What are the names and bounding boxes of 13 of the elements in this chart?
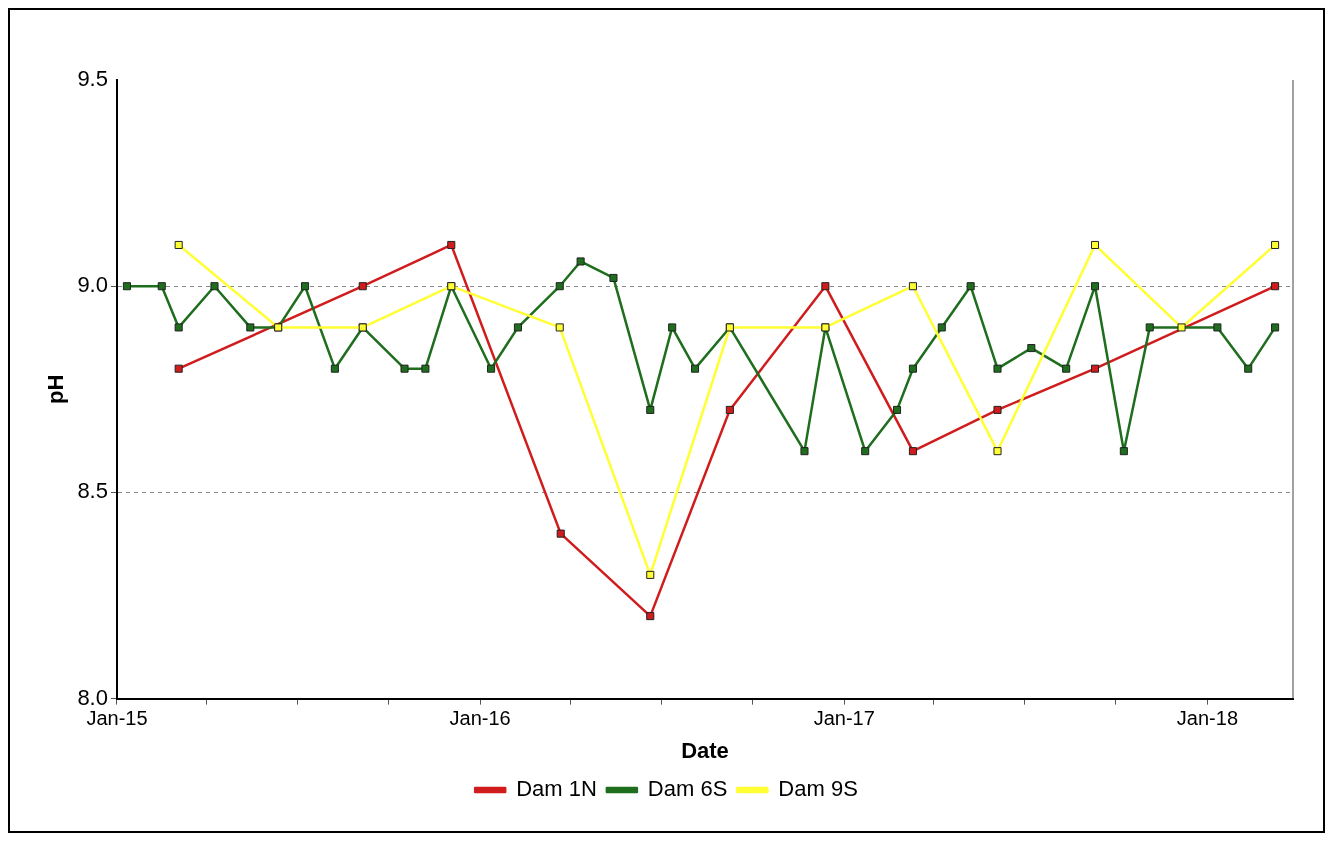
legend-label: Dam 9S <box>778 776 858 802</box>
legend-label: Dam 6S <box>647 776 728 802</box>
x-tick-label: Jan-18 <box>1176 707 1239 730</box>
x-tick-label: Jan-15 <box>86 707 148 730</box>
x-tick-label: Jan-16 <box>449 707 511 730</box>
y-tick-label: 9.0 <box>77 272 108 298</box>
y-tick-label: 8.0 <box>77 684 108 710</box>
legend-label: Dam 1N <box>516 776 597 802</box>
x-tick-label: Jan-17 <box>813 707 875 730</box>
y-axis-title: pH <box>43 374 69 404</box>
y-tick-label: 9.5 <box>77 66 108 92</box>
y-tick-label: 8.5 <box>77 478 108 504</box>
x-axis-title: Date <box>681 737 729 763</box>
